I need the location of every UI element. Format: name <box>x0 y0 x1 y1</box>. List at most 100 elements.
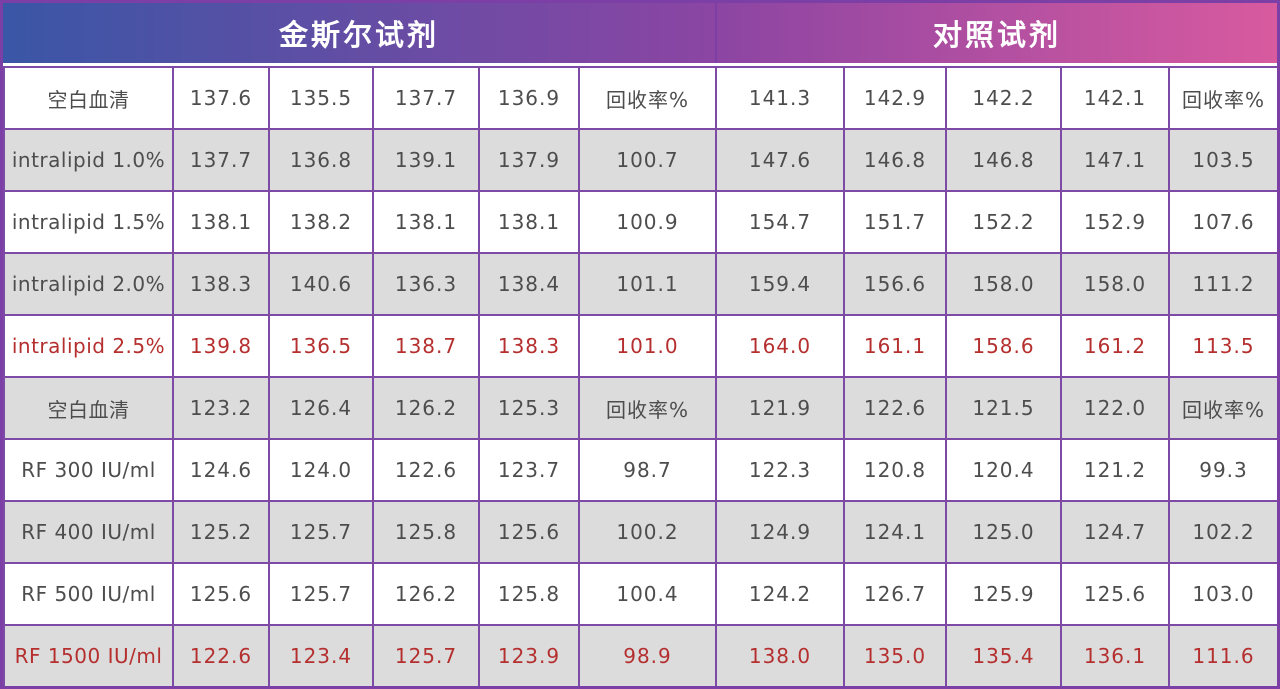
value-cell: 123.4 <box>268 624 374 686</box>
value-cell: 125.6 <box>172 562 270 626</box>
value-cell: 147.6 <box>715 128 845 192</box>
recovery-cell: 回收率% <box>1168 376 1277 440</box>
value-cell: 126.7 <box>843 562 947 626</box>
recovery-cell: 100.9 <box>578 190 717 254</box>
row-label: 空白血清 <box>3 66 174 130</box>
value-cell: 125.8 <box>478 562 580 626</box>
value-cell: 125.6 <box>1060 562 1170 626</box>
recovery-cell: 103.0 <box>1168 562 1277 626</box>
value-cell: 123.7 <box>478 438 580 502</box>
value-cell: 139.1 <box>372 128 480 192</box>
row-label: intralipid 2.0% <box>3 252 174 316</box>
data-table: 空白血清 137.6 135.5 137.7 136.9 回收率% 141.3 142.9 14… <box>3 66 1277 686</box>
value-cell: 122.6 <box>172 624 270 686</box>
table-row: intralipid 1.0% 137.7 136.8 139.1 137.9 100.7… <box>3 128 1277 192</box>
value-cell: 124.2 <box>715 562 845 626</box>
recovery-cell: 98.9 <box>578 624 717 686</box>
value-cell: 151.7 <box>843 190 947 254</box>
value-cell: 121.2 <box>1060 438 1170 502</box>
value-cell: 126.2 <box>372 376 480 440</box>
recovery-cell: 101.1 <box>578 252 717 316</box>
table-row: 空白血清 123.2 126.4 126.2 125.3 回收率% 121.9 122.6 12… <box>3 376 1277 440</box>
value-cell: 146.8 <box>945 128 1062 192</box>
table-row: RF 300 IU/ml 124.6 124.0 122.6 123.7 98.7 122.… <box>3 438 1277 502</box>
table-header: 金斯尔试剂 对照试剂 <box>3 3 1277 66</box>
value-cell: 137.6 <box>172 66 270 130</box>
value-cell: 122.6 <box>843 376 947 440</box>
value-cell: 137.7 <box>372 66 480 130</box>
recovery-cell: 111.6 <box>1168 624 1277 686</box>
recovery-cell: 100.7 <box>578 128 717 192</box>
value-cell: 125.7 <box>372 624 480 686</box>
value-cell: 158.0 <box>945 252 1062 316</box>
value-cell: 136.9 <box>478 66 580 130</box>
group-header-control: 对照试剂 <box>715 3 1277 63</box>
recovery-cell: 113.5 <box>1168 314 1277 378</box>
recovery-cell: 99.3 <box>1168 438 1277 502</box>
value-cell: 121.5 <box>945 376 1062 440</box>
value-cell: 125.3 <box>478 376 580 440</box>
value-cell: 123.9 <box>478 624 580 686</box>
value-cell: 161.1 <box>843 314 947 378</box>
value-cell: 138.3 <box>478 314 580 378</box>
group-header-jinsier: 金斯尔试剂 <box>278 18 439 52</box>
recovery-cell: 100.2 <box>578 500 717 564</box>
row-label: intralipid 2.5% <box>3 314 174 378</box>
value-cell: 158.0 <box>1060 252 1170 316</box>
row-label: 空白血清 <box>3 376 174 440</box>
value-cell: 141.3 <box>715 66 845 130</box>
value-cell: 120.8 <box>843 438 947 502</box>
value-cell: 154.7 <box>715 190 845 254</box>
value-cell: 158.6 <box>945 314 1062 378</box>
row-label: intralipid 1.5% <box>3 190 174 254</box>
value-cell: 138.1 <box>372 190 480 254</box>
value-cell: 124.0 <box>268 438 374 502</box>
table-row: RF 400 IU/ml 125.2 125.7 125.8 125.6 100.2 124… <box>3 500 1277 564</box>
value-cell: 159.4 <box>715 252 845 316</box>
recovery-cell: 回收率% <box>1168 66 1277 130</box>
value-cell: 152.2 <box>945 190 1062 254</box>
value-cell: 140.6 <box>268 252 374 316</box>
value-cell: 125.8 <box>372 500 480 564</box>
value-cell: 124.6 <box>172 438 270 502</box>
table-row: RF 500 IU/ml 125.6 125.7 126.2 125.8 100.4 124… <box>3 562 1277 626</box>
value-cell: 125.7 <box>268 500 374 564</box>
value-cell: 123.2 <box>172 376 270 440</box>
value-cell: 152.9 <box>1060 190 1170 254</box>
value-cell: 124.1 <box>843 500 947 564</box>
value-cell: 139.8 <box>172 314 270 378</box>
value-cell: 121.9 <box>715 376 845 440</box>
value-cell: 124.7 <box>1060 500 1170 564</box>
value-cell: 126.4 <box>268 376 374 440</box>
value-cell: 142.2 <box>945 66 1062 130</box>
value-cell: 135.4 <box>945 624 1062 686</box>
value-cell: 120.4 <box>945 438 1062 502</box>
value-cell: 138.3 <box>172 252 270 316</box>
value-cell: 136.1 <box>1060 624 1170 686</box>
value-cell: 135.0 <box>843 624 947 686</box>
row-label: RF 500 IU/ml <box>3 562 174 626</box>
value-cell: 138.0 <box>715 624 845 686</box>
value-cell: 125.0 <box>945 500 1062 564</box>
value-cell: 125.6 <box>478 500 580 564</box>
value-cell: 138.7 <box>372 314 480 378</box>
value-cell: 138.4 <box>478 252 580 316</box>
value-cell: 125.7 <box>268 562 374 626</box>
table-row: 空白血清 137.6 135.5 137.7 136.9 回收率% 141.3 142.9 14… <box>3 66 1277 130</box>
value-cell: 138.1 <box>478 190 580 254</box>
value-cell: 164.0 <box>715 314 845 378</box>
table-row: intralipid 2.5% 139.8 136.5 138.7 138.3 101.0… <box>3 314 1277 378</box>
value-cell: 136.8 <box>268 128 374 192</box>
table-row: RF 1500 IU/ml 122.6 123.4 125.7 123.9 98.9 138… <box>3 624 1277 686</box>
recovery-cell: 回收率% <box>578 376 717 440</box>
row-label: RF 1500 IU/ml <box>3 624 174 686</box>
value-cell: 126.2 <box>372 562 480 626</box>
value-cell: 136.5 <box>268 314 374 378</box>
recovery-cell: 回收率% <box>578 66 717 130</box>
table-row: intralipid 1.5% 138.1 138.2 138.1 138.1 100.9… <box>3 190 1277 254</box>
table-row: intralipid 2.0% 138.3 140.6 136.3 138.4 101.1… <box>3 252 1277 316</box>
value-cell: 146.8 <box>843 128 947 192</box>
value-cell: 138.2 <box>268 190 374 254</box>
value-cell: 125.9 <box>945 562 1062 626</box>
